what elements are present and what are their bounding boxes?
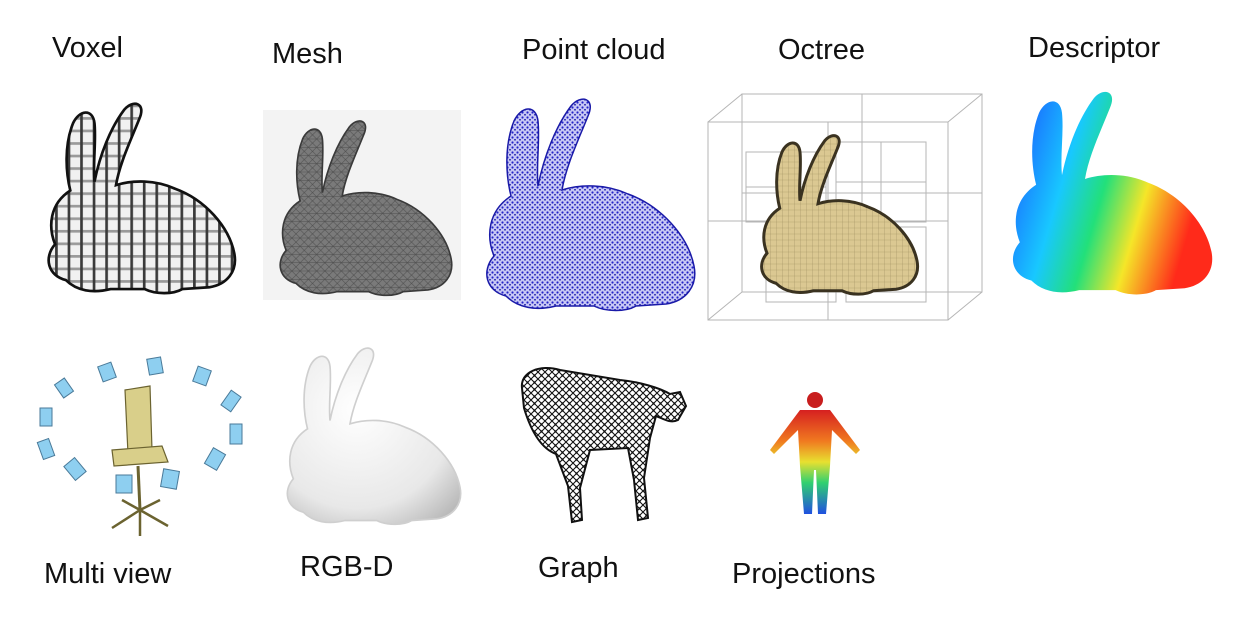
projection-human-icon [760,388,870,518]
label-voxel: Voxel [52,32,123,64]
rgbd-bunny-icon [270,333,470,533]
label-multi-view: Multi view [44,558,172,590]
label-octree: Octree [778,34,866,66]
label-point-cloud: Point cloud [522,34,666,66]
label-descriptor: Descriptor [1028,32,1161,64]
label-mesh: Mesh [272,38,343,70]
label-graph: Graph [538,552,619,584]
voxel-bunny-icon [30,85,245,305]
multiview-chair-icon [30,350,250,545]
descriptor-bunny-icon [993,72,1223,307]
label-projections: Projections [732,558,876,590]
pointcloud-bunny-icon [466,85,706,317]
mesh-bunny-icon [263,110,461,300]
graph-horse-icon [510,358,690,528]
octree-bunny-icon [706,92,984,324]
label-rgb-d: RGB-D [300,551,394,583]
